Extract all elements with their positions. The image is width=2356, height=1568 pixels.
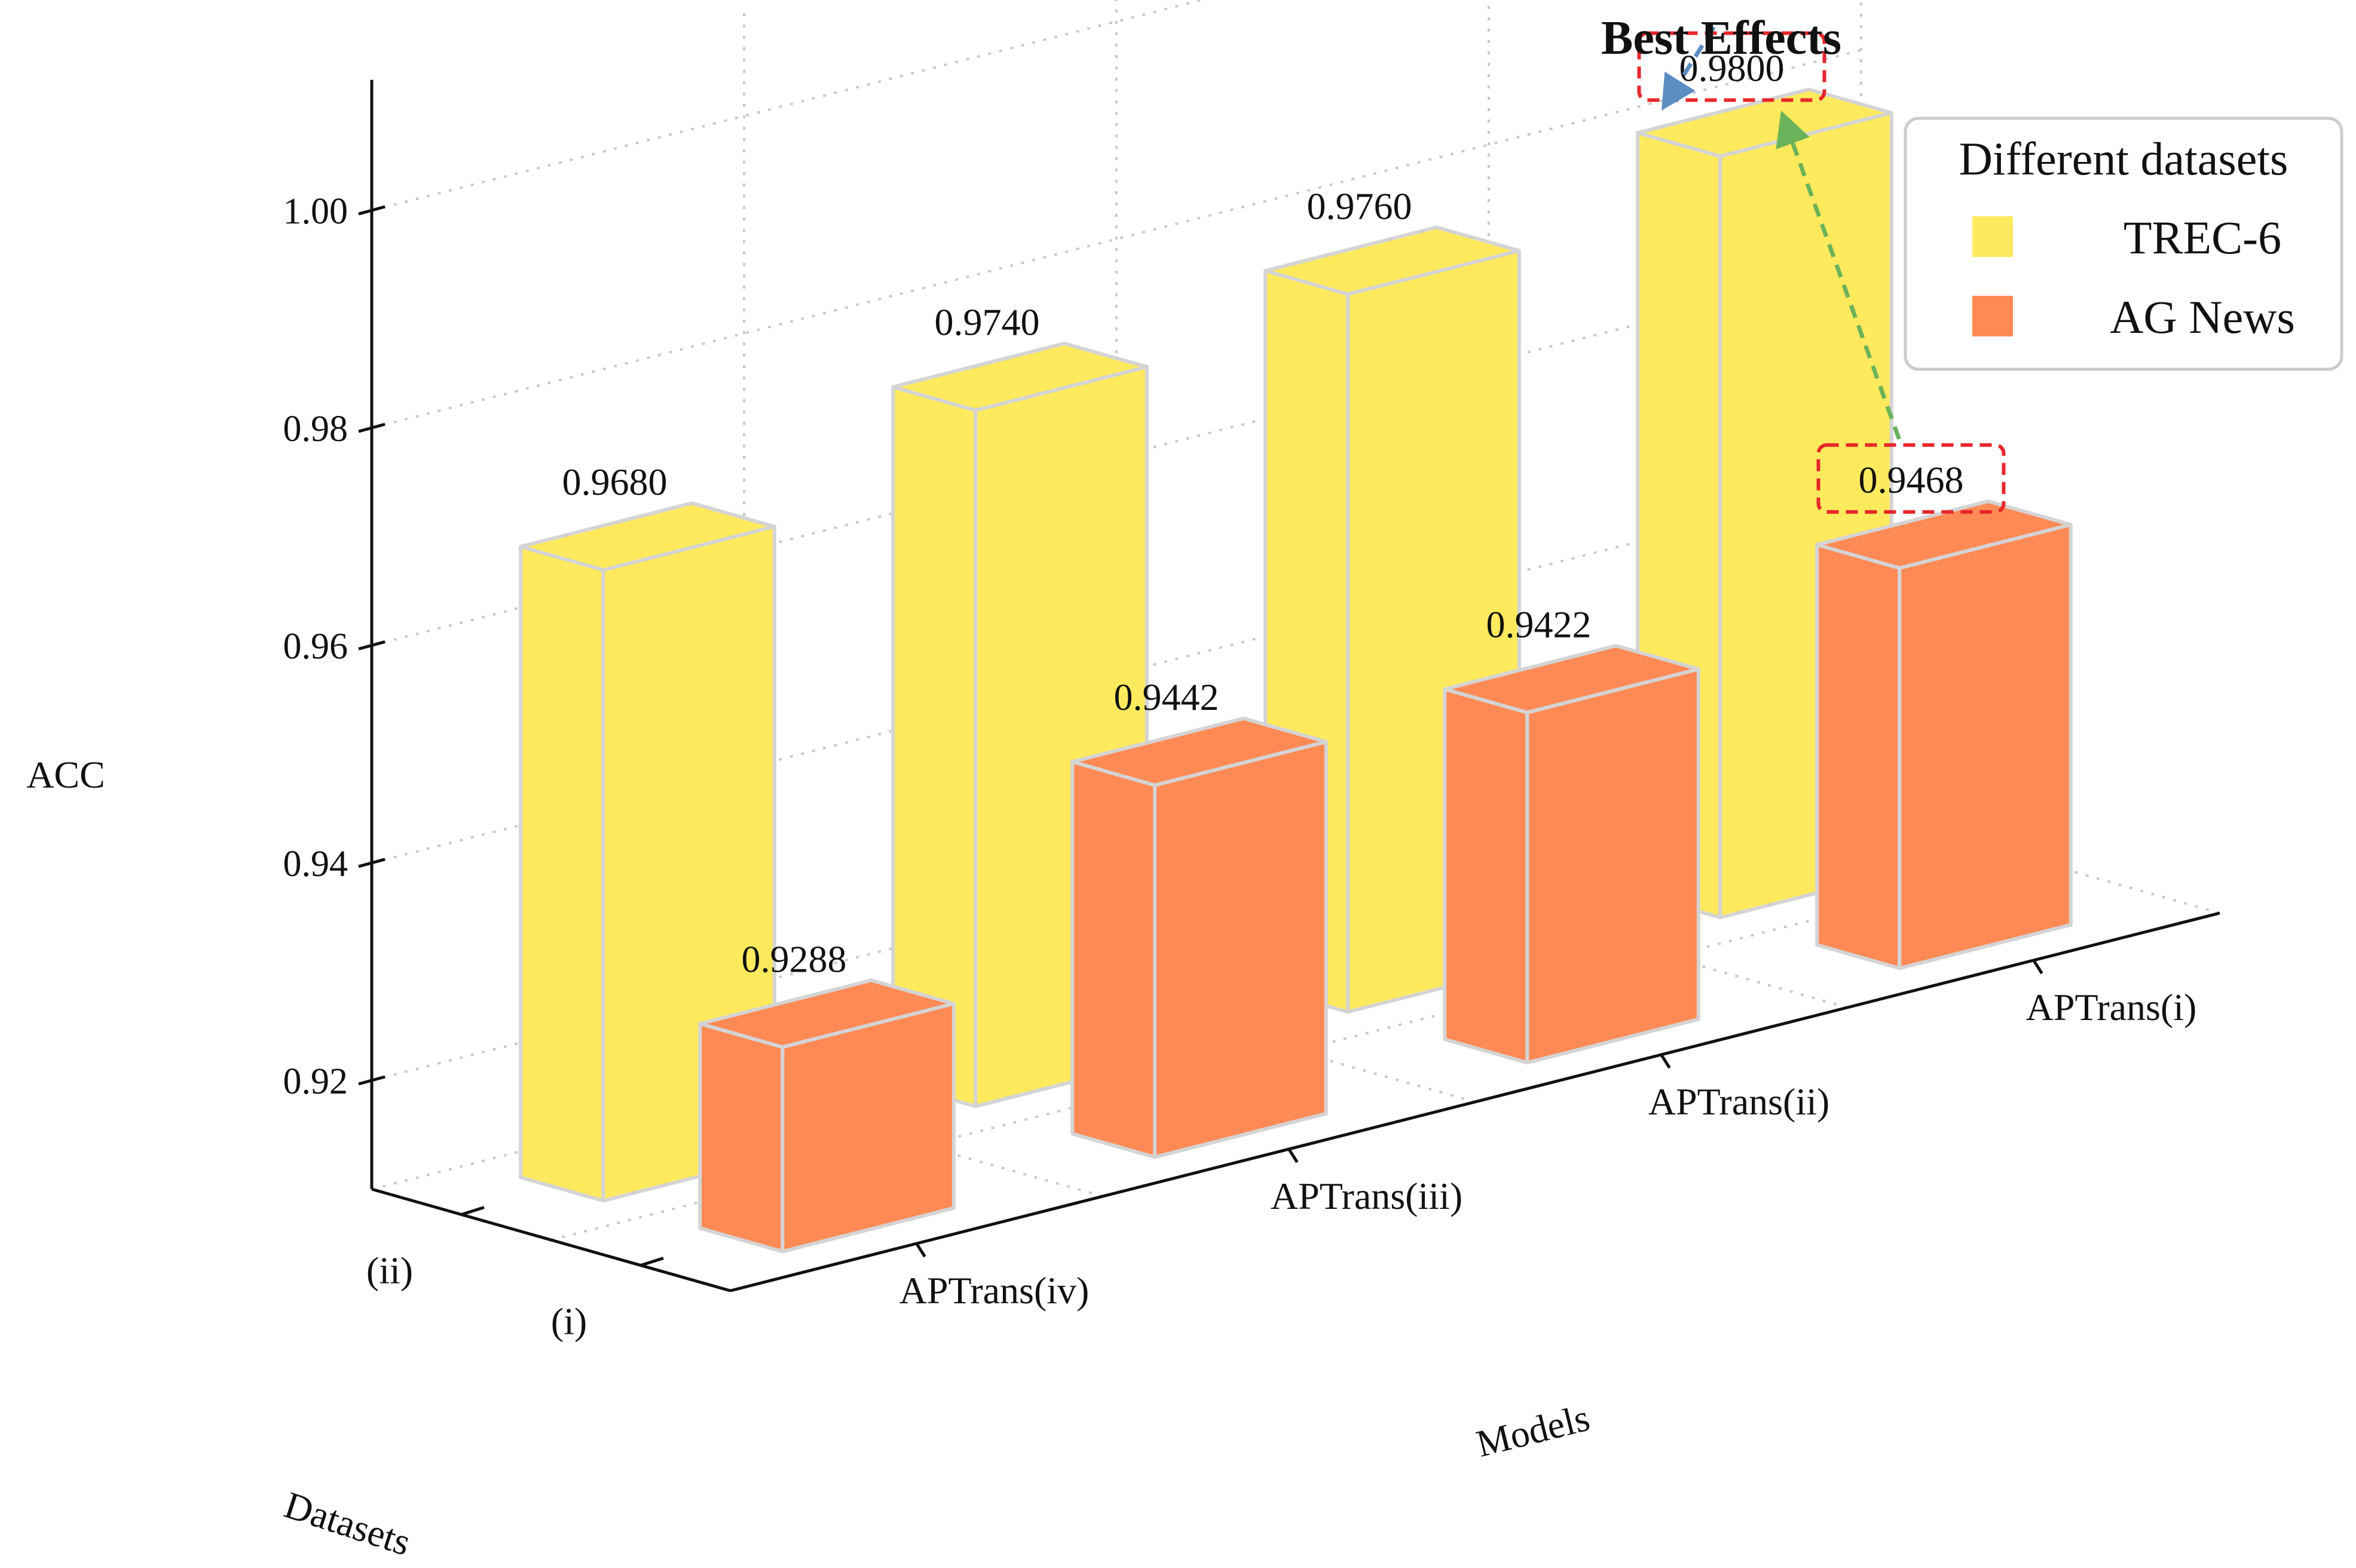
z-tick-label: 0.98 xyxy=(283,409,348,449)
value-label: 0.9468 xyxy=(1859,459,1964,501)
x-tick-label: APTrans(iv) xyxy=(899,1269,1090,1312)
bar-side-face xyxy=(1070,760,1157,1159)
legend-swatch-trec6 xyxy=(1972,216,2013,257)
x-tick xyxy=(2032,959,2043,975)
chart-title: Best Effects xyxy=(1601,12,1841,65)
value-label: 0.9442 xyxy=(1114,676,1219,718)
x-tick-label: APTrans(iii) xyxy=(1271,1175,1462,1217)
arrow-head xyxy=(1662,71,1696,111)
y-tick-label: (i) xyxy=(551,1300,587,1343)
z-tick xyxy=(358,205,385,216)
value-label: 0.9740 xyxy=(935,301,1040,344)
bar-top-face xyxy=(1263,225,1521,296)
bar-top-face xyxy=(519,501,776,572)
x-tick xyxy=(1287,1148,1299,1163)
arrow-head xyxy=(1776,111,1810,149)
value-label: 0.9422 xyxy=(1486,603,1592,645)
legend: Different datasets TREC-6 AG News xyxy=(1904,117,2343,371)
y-tick xyxy=(461,1206,485,1216)
highlight-box xyxy=(1637,31,1826,102)
value-labels: 0.96800.97400.97600.98000.92880.94420.94… xyxy=(562,47,1964,981)
bar-front-face xyxy=(1898,523,2073,970)
legend-label-trec6: TREC-6 xyxy=(2124,212,2281,264)
z-axis-title: ACC xyxy=(26,754,105,796)
z-tick-label: 0.96 xyxy=(283,626,348,667)
bar-agnews-1 xyxy=(1070,716,1328,1159)
z-tick-label: 1.00 xyxy=(283,191,348,232)
x-tick xyxy=(915,1242,926,1258)
bar-agnews-3 xyxy=(1815,499,2073,970)
axes: 0.92 0.94 0.96 0.98 1.00 APTrans(iv) APTrans(i… xyxy=(283,79,2220,1343)
bar-side-face xyxy=(1443,687,1529,1065)
x-tick-label: APTrans(ii) xyxy=(1648,1080,1829,1123)
bar-side-face xyxy=(698,1022,785,1254)
bar-top-face xyxy=(1443,644,1700,715)
bar-front-face xyxy=(1153,740,1328,1159)
value-label: 0.9680 xyxy=(562,461,668,503)
x-axis-title: Models xyxy=(1472,1396,1593,1465)
bar-front-face xyxy=(1525,667,1700,1065)
z-tick xyxy=(358,640,385,651)
bar-agnews-0 xyxy=(698,978,956,1254)
annotation-arrows xyxy=(1662,26,1901,440)
legend-frame xyxy=(1904,117,2343,371)
y-tick-label: (ii) xyxy=(366,1250,413,1292)
y-axis-title: Datasets xyxy=(280,1483,416,1564)
bar-top-face xyxy=(1815,499,2073,570)
legend-swatch-agnews xyxy=(1972,296,2013,336)
x-tick xyxy=(1660,1054,1671,1069)
bar-top-face xyxy=(1636,87,1893,158)
x-tick-label: APTrans(i) xyxy=(2026,986,2197,1028)
bar-side-face xyxy=(519,544,605,1203)
bar-top-face xyxy=(1070,716,1328,787)
annotation-arrow xyxy=(1791,142,1901,440)
legend-label-agnews: AG News xyxy=(2110,291,2295,343)
bar-side-face xyxy=(1815,543,1902,970)
bars xyxy=(519,87,2073,1254)
z-tick xyxy=(358,1075,385,1086)
highlight-boxes xyxy=(1637,31,2006,514)
bar-agnews-2 xyxy=(1443,644,1700,1065)
bar-top-face xyxy=(698,978,956,1049)
y-axis-line xyxy=(371,1187,731,1293)
z-tick xyxy=(358,422,385,433)
bar-trec6-1 xyxy=(891,341,1149,1108)
annotation-arrow xyxy=(1678,26,1716,82)
x-axis-line xyxy=(730,911,2220,1293)
value-label: 0.9760 xyxy=(1307,185,1412,227)
highlight-box xyxy=(1816,443,2006,514)
legend-title: Different datasets xyxy=(1959,133,2288,185)
value-label: 0.9288 xyxy=(742,938,847,980)
y-tick xyxy=(640,1257,664,1267)
bar-top-face xyxy=(891,341,1149,412)
z-tick-label: 0.92 xyxy=(283,1061,348,1102)
z-tick xyxy=(358,858,385,868)
z-tick-label: 0.94 xyxy=(283,844,348,884)
